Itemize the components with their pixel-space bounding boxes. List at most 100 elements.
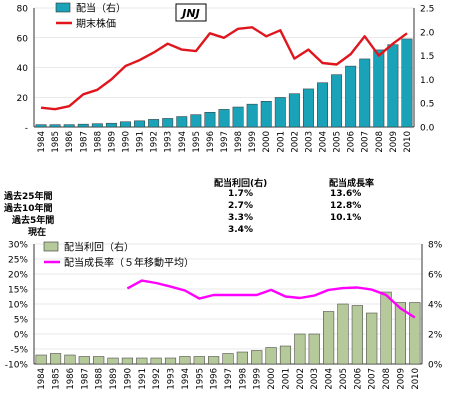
x-tick-label: 2003	[310, 368, 320, 390]
legend-label-line: 配当成長率（５年移動平均）	[64, 256, 194, 269]
bar	[105, 122, 117, 128]
x-tick-label: 2010	[403, 131, 413, 153]
bar	[394, 302, 407, 365]
stats-row-label: 過去25年間	[4, 192, 53, 202]
stats-row-yield: 3.4%	[228, 225, 253, 235]
series-line	[126, 279, 416, 319]
bar	[308, 333, 320, 365]
x-tick-label: 2009	[396, 368, 406, 390]
bar	[288, 93, 300, 128]
y-left-tick-label: 10%	[8, 301, 28, 311]
x-tick-label: 1999	[248, 131, 258, 153]
x-tick-label: 1993	[167, 368, 177, 390]
series-line	[40, 26, 408, 111]
x-tick-label: 1990	[121, 131, 131, 153]
x-tick-label: 1988	[93, 131, 103, 153]
x-tick-label: 1990	[123, 368, 133, 390]
bar	[77, 123, 89, 128]
x-tick-label: 1987	[80, 368, 90, 390]
x-tick-label: 2002	[296, 368, 306, 390]
x-tick-label: 1996	[206, 131, 216, 153]
bar	[323, 311, 335, 365]
y-right-tick-label: 1.0	[420, 76, 435, 86]
y-right-tick-label: 8%	[428, 241, 443, 251]
bar	[337, 303, 349, 365]
x-tick-label: 1985	[52, 368, 62, 390]
x-tick-label: 2010	[411, 368, 421, 390]
stats-row-label: 過去5年間	[12, 216, 55, 226]
x-tick-label: 1993	[164, 131, 174, 153]
bar	[265, 347, 277, 365]
x-tick-label: 1994	[178, 131, 188, 153]
y-right-tick-label: 4%	[428, 301, 443, 311]
x-tick-label: 1986	[66, 368, 76, 390]
bar	[148, 119, 160, 128]
bar	[373, 49, 385, 128]
bar	[294, 333, 306, 365]
ticker-badge	[175, 3, 207, 22]
bar	[49, 124, 61, 128]
legend-label-bar: 配当利回（右）	[64, 241, 134, 254]
bar	[218, 109, 230, 128]
bar	[331, 74, 343, 128]
ticker-badge-label: JNJ	[180, 7, 199, 20]
stats-header-yield: 配当利回(右)	[214, 179, 268, 189]
x-tick-label: 2005	[339, 368, 349, 390]
x-tick-label: 1996	[210, 368, 220, 390]
bar	[366, 312, 378, 365]
y-right-tick-label: 6%	[428, 271, 443, 281]
stats-row-growth: 10.1%	[330, 213, 362, 223]
x-tick-label: 1997	[224, 368, 234, 390]
bar	[35, 124, 47, 128]
y-left-tick-label: 80	[17, 5, 29, 15]
stats-row-yield: 2.7%	[228, 201, 253, 211]
bar	[193, 356, 205, 365]
bar	[93, 356, 105, 365]
x-tick-label: 1989	[107, 131, 117, 153]
y-right-tick-label: 1.5	[420, 52, 434, 62]
y-left-tick-label: -10%	[5, 361, 29, 371]
x-tick-label: 2006	[347, 131, 357, 153]
bar	[251, 350, 263, 365]
bar	[236, 351, 248, 365]
bar	[246, 103, 258, 128]
bar	[63, 124, 75, 128]
x-tick-label: 2002	[290, 131, 300, 153]
x-tick-label: 1998	[238, 368, 248, 390]
top-chart: - 20 40 60 80 0.0 0.5 1.0 1.5 2.0 2.5 1984 1985 1986 1…	[17, 2, 435, 153]
x-tick-label: 1999	[253, 368, 263, 390]
y-right-tick-label: 2.5	[420, 5, 434, 15]
bar	[134, 120, 146, 128]
bar	[179, 356, 191, 365]
bar	[317, 82, 328, 128]
bar	[49, 353, 62, 365]
x-tick-label: 2001	[276, 131, 286, 153]
x-tick-label: 1998	[234, 131, 244, 153]
x-tick-label: 2008	[375, 131, 385, 153]
bar	[208, 356, 220, 365]
bar	[204, 111, 216, 128]
bar	[64, 354, 76, 365]
bar	[91, 123, 103, 128]
bar	[345, 65, 357, 128]
y-left-tick-label: 25%	[8, 256, 28, 266]
y-right-tick-label: 0.0	[420, 124, 435, 134]
y-right-tick-label: 0.5	[420, 100, 434, 110]
x-tick-label: 2000	[262, 131, 272, 153]
x-tick-label: 1985	[51, 131, 61, 153]
bar	[120, 121, 131, 128]
stats-row-yield: 3.3%	[228, 213, 253, 223]
legend-label-line: 期末株価	[76, 17, 116, 30]
legend-label-bar: 配当（右）	[76, 2, 126, 15]
stats-row-growth: 12.8%	[330, 201, 362, 211]
stats-row-label: 現在	[28, 228, 47, 238]
x-tick-label: 2003	[304, 131, 314, 153]
x-tick-label: 2000	[267, 368, 277, 390]
stats-row-label: 過去10年間	[4, 204, 53, 214]
y-left-tick-label: 0%	[14, 331, 29, 341]
y-left-tick-label: 5%	[14, 316, 29, 326]
x-tick-label: 1984	[37, 368, 47, 390]
bar	[387, 44, 399, 128]
bar	[107, 357, 119, 365]
legend-swatch-bar	[55, 2, 71, 13]
